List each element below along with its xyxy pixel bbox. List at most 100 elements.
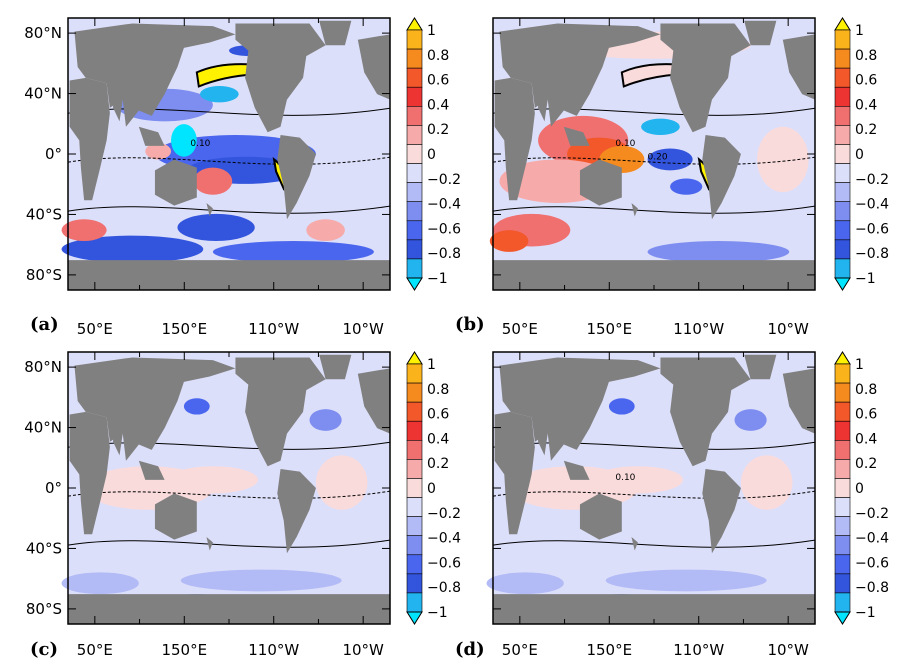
anomaly-region (647, 241, 790, 263)
colorbar-segment (834, 535, 851, 556)
colorbar-tick-label: 0.2 (427, 456, 449, 472)
panel-label: (c) (30, 639, 58, 660)
colorbar-segment (834, 573, 851, 594)
anomaly-region (641, 118, 680, 135)
colorbar-tick-label: −0.8 (855, 580, 889, 596)
anomaly-region (670, 178, 703, 195)
anomaly-region (183, 398, 210, 415)
x-tick-label: 110°W (248, 320, 299, 338)
colorbar-segment (406, 48, 423, 69)
colorbar-segment (834, 163, 851, 183)
contour-label: 0.10 (615, 139, 635, 149)
colorbar-tick-label: 0.2 (855, 122, 877, 138)
anomaly-region (171, 124, 197, 157)
colorbar-tick-label: −0.6 (427, 221, 461, 237)
x-tick-label: 110°W (673, 320, 724, 338)
colorbar: 1 0.8 0.6 0.4 0.2 0 −0.2 −0.4 −0.6 −0.8 −1 (406, 351, 461, 625)
x-tick-label: 10°W (342, 320, 384, 338)
colorbar-segment (834, 182, 851, 202)
anomaly-region (605, 569, 767, 592)
y-tick-label: 80°S (26, 266, 62, 284)
colorbar-segment (406, 554, 423, 575)
colorbar-top-arrow (834, 17, 851, 31)
x-tick-label: 50°E (502, 641, 538, 659)
colorbar-segment (406, 401, 423, 422)
colorbar-segment (834, 554, 851, 575)
colorbar: 1 0.8 0.6 0.4 0.2 0 −0.2 −0.4 −0.6 −0.8 −1 (406, 17, 461, 291)
colorbar-tick-label: 0.8 (855, 382, 877, 398)
x-tick-label: 150°E (161, 641, 207, 659)
colorbar-segment (406, 497, 423, 517)
colorbar-tick-label: −1 (855, 271, 876, 287)
anomaly-region (212, 241, 374, 263)
colorbar-tick-label: 0.2 (427, 122, 449, 138)
x-tick-label: 10°W (342, 641, 384, 659)
y-tick-label: 80°S (26, 600, 62, 618)
anomaly-region (306, 219, 345, 242)
anomaly-region (61, 572, 139, 595)
colorbar-segment (406, 573, 423, 594)
colorbar-segment (834, 144, 851, 164)
colorbar-tick-label: 0.4 (855, 97, 877, 113)
anomaly-region (145, 143, 172, 160)
colorbar-segment (406, 67, 423, 88)
colorbar-tick-label: −0.2 (427, 172, 461, 188)
colorbar-top-arrow (406, 17, 423, 31)
colorbar-segment (406, 382, 423, 403)
colorbar-tick-label: −1 (427, 271, 448, 287)
colorbar-tick-label: 1 (855, 23, 864, 39)
colorbar-segment (406, 535, 423, 556)
colorbar-segment (834, 516, 851, 536)
colorbar-tick-label: 0.8 (427, 382, 449, 398)
colorbar-tick-label: −1 (427, 605, 448, 621)
colorbar-segment (406, 125, 423, 145)
colorbar: 1 0.8 0.6 0.4 0.2 0 −0.2 −0.4 −0.6 −0.8 −1 (834, 351, 889, 625)
colorbar-tick-label: −0.2 (855, 506, 889, 522)
anomaly-region (489, 230, 529, 252)
x-tick-label: 10°W (767, 320, 809, 338)
colorbar-tick-label: 0 (855, 481, 864, 497)
contour-label: 0.10 (615, 473, 635, 483)
colorbar-tick-label: −0.2 (427, 506, 461, 522)
x-tick-label: 150°E (586, 641, 632, 659)
colorbar-segment (834, 67, 851, 88)
anomaly-region (608, 398, 635, 415)
y-tick-label: 40°S (26, 205, 62, 223)
x-tick-label: 150°E (586, 320, 632, 338)
y-tick-label: 40°N (24, 419, 62, 437)
contour-label: 0.20 (648, 152, 668, 162)
y-tick-label: 0° (45, 145, 62, 163)
anomaly-region (734, 409, 767, 431)
colorbar-tick-label: −0.8 (427, 580, 461, 596)
x-tick-label: 50°E (77, 320, 113, 338)
colorbar-segment (406, 220, 423, 241)
colorbar-segment (406, 420, 423, 441)
colorbar-segment (406, 239, 423, 260)
colorbar-segment (406, 29, 423, 50)
colorbar-tick-label: 0.8 (427, 48, 449, 64)
colorbar-tick-label: −0.4 (855, 197, 889, 213)
colorbar-tick-label: −0.6 (855, 555, 889, 571)
colorbar-tick-label: 0.4 (427, 97, 449, 113)
contour-label: 0.10 (190, 139, 210, 149)
colorbar-segment (834, 382, 851, 403)
colorbar-segment (406, 363, 423, 384)
colorbar-tick-label: 0.4 (427, 431, 449, 447)
colorbar-tick-label: 0.4 (855, 431, 877, 447)
anomaly-region (740, 455, 793, 510)
colorbar-tick-label: −0.8 (427, 246, 461, 262)
colorbar-segment (834, 86, 851, 107)
colorbar-tick-label: −0.6 (855, 221, 889, 237)
colorbar-tick-label: −0.6 (427, 555, 461, 571)
colorbar-top-arrow (834, 351, 851, 365)
colorbar-segment (834, 106, 851, 126)
colorbar-tick-label: −0.8 (855, 246, 889, 262)
anomaly-region (193, 167, 233, 195)
panel-label: (a) (30, 314, 59, 335)
x-tick-label: 110°W (248, 641, 299, 659)
x-tick-label: 10°W (767, 641, 809, 659)
contour-line (67, 539, 391, 548)
colorbar-tick-label: −1 (855, 605, 876, 621)
colorbar-segment (834, 239, 851, 260)
